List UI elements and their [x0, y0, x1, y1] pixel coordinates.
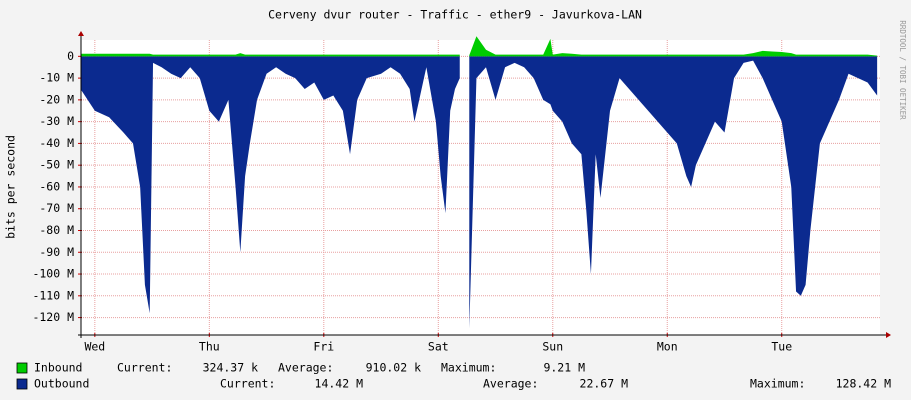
y-tick-label: -80 M [39, 223, 74, 237]
legend-swatch [16, 378, 28, 390]
area [80, 36, 878, 57]
y-tick-label: -110 M [32, 288, 74, 302]
watermark: RRDTOOL / TOBI OETIKER [898, 20, 907, 120]
x-arrow [886, 332, 891, 338]
legend-stat-label: Maximum: [750, 377, 805, 391]
x-tick-label: Sat [428, 340, 449, 354]
legend-stat-label: Average: [483, 377, 538, 391]
x-tick-label: Fri [313, 340, 334, 354]
legend: Inbound Current: 324.37 k Average: 910.02 k M… [16, 361, 891, 391]
legend-stat-value: 9.21 M [543, 361, 585, 375]
y-tick-label: -60 M [39, 179, 74, 193]
grid: 0 -10 M -20 M -30 M -40 M -50 M -60 M -70 M -80 … [32, 40, 880, 354]
legend-stat-value: 22.67 M [580, 377, 629, 391]
legend-swatch [16, 362, 28, 374]
legend-stat-value: 910.02 k [366, 361, 421, 375]
y-tick-label: -100 M [32, 267, 74, 281]
y-tick-label: -30 M [39, 114, 74, 128]
y-tick-label: -120 M [32, 310, 74, 324]
y-tick-label: -10 M [39, 71, 74, 85]
y-tick-label: -20 M [39, 92, 74, 106]
y-tick-label: 0 [67, 49, 74, 63]
x-tick-label: Mon [657, 340, 678, 354]
legend-stat-label: Average: [278, 361, 333, 375]
plot-area [81, 40, 880, 335]
axes [78, 31, 891, 338]
chart-title: Cerveny dvur router - Traffic - ether9 -… [268, 8, 642, 22]
legend-label: Outbound [34, 377, 89, 391]
legend-stat-label: Current: [220, 377, 275, 391]
y-axis-label: bits per second [4, 135, 18, 239]
x-tick-label: Wed [84, 340, 105, 354]
legend-stat-label: Maximum: [441, 361, 496, 375]
legend-stat-label: Current: [117, 361, 172, 375]
legend-stat-value: 128.42 M [836, 377, 891, 391]
y-tick-label: -90 M [39, 245, 74, 259]
y-tick-label: -40 M [39, 136, 74, 150]
y-tick-label: -50 M [39, 158, 74, 172]
x-tick-label: Thu [199, 340, 220, 354]
legend-stat-value: 324.37 k [203, 361, 258, 375]
legend-label: Inbound [34, 361, 82, 375]
x-tick-label: Tue [771, 340, 792, 354]
area [80, 56, 878, 329]
areas [80, 36, 878, 329]
x-tick-label: Sun [542, 340, 563, 354]
y-arrow [78, 31, 84, 36]
y-tick-label: -70 M [39, 201, 74, 215]
legend-stat-value: 14.42 M [315, 377, 364, 391]
